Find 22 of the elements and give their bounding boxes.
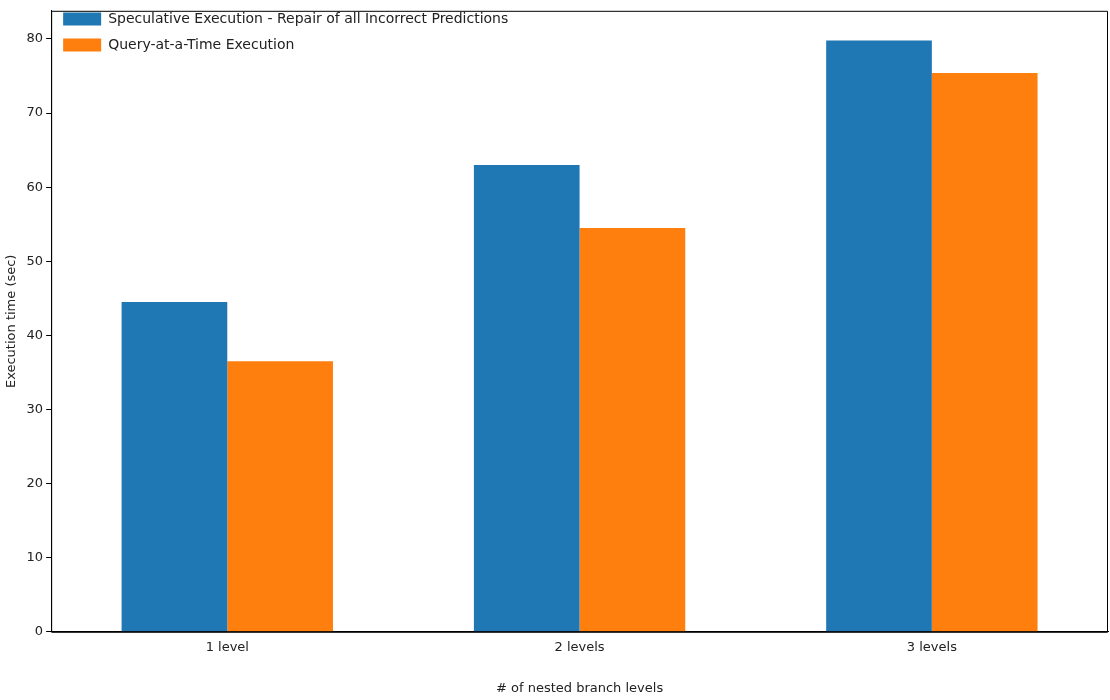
x-tick-label: 3 levels: [906, 638, 958, 654]
y-axis-title: Execution time (sec): [3, 254, 19, 389]
y-tick-label: 40: [26, 326, 44, 342]
x-axis-title: # of nested branch levels: [495, 679, 664, 695]
y-tick-label: 60: [26, 178, 44, 194]
bar: [826, 40, 932, 632]
x-tick-label: 1 level: [205, 638, 249, 654]
y-tick-label: 30: [26, 400, 44, 416]
bar: [121, 302, 228, 632]
legend-label: Speculative Execution - Repair of all Incorrect Predictions: [108, 9, 509, 26]
x-tick-label: 2 levels: [554, 638, 605, 654]
y-tick-label: 0: [34, 623, 44, 639]
y-tick-label: 80: [26, 30, 44, 46]
bar: [931, 73, 1038, 632]
y-tick-label: 50: [26, 252, 44, 268]
y-tick-label: 70: [26, 104, 44, 120]
y-tick-label: 10: [26, 549, 44, 565]
y-tick-label: 20: [26, 474, 44, 490]
bar: [579, 227, 686, 632]
legend-label: Query-at-a-Time Execution: [108, 35, 295, 52]
bar: [473, 164, 580, 632]
bar: [227, 361, 333, 632]
